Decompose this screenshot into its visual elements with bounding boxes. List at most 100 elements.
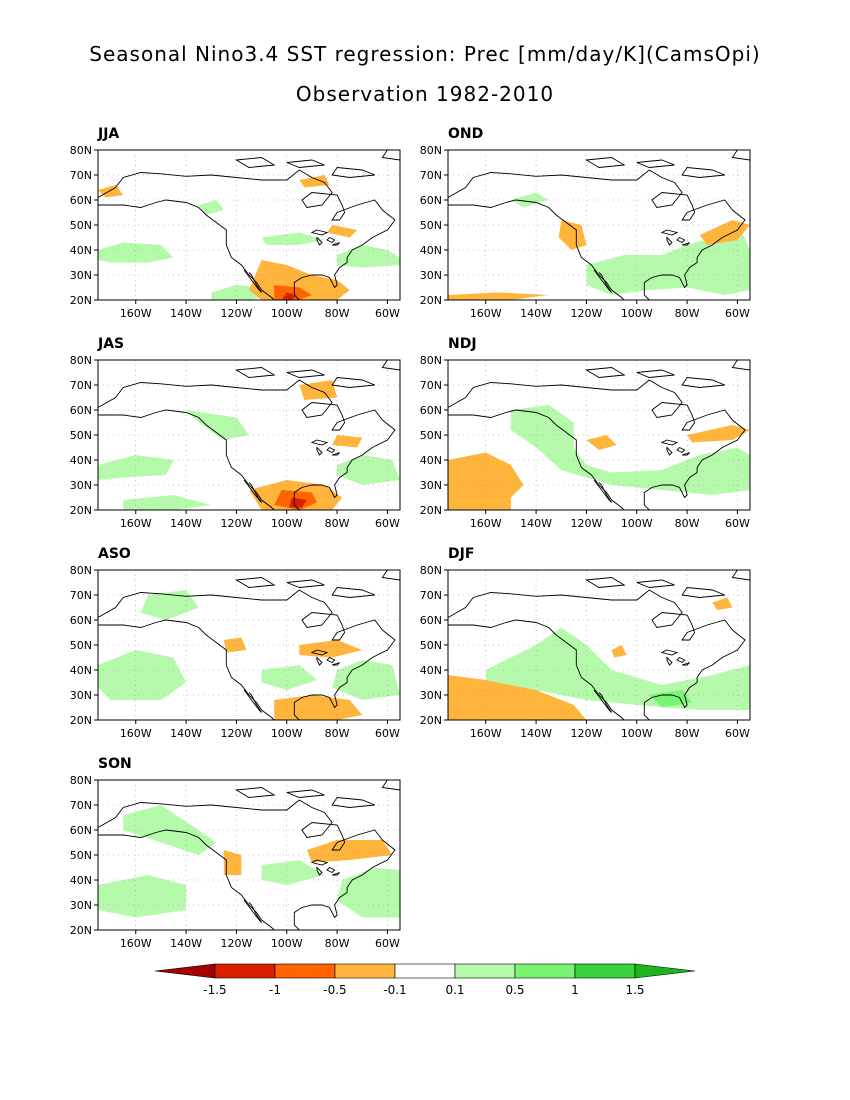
lon-label: 140W [520, 517, 552, 530]
lon-label: 80W [675, 517, 700, 530]
map-jja: 80N 70N 60N 50N 40N 30N 20N 160W 140W 120W 100W 80W… [70, 144, 401, 320]
anomaly-region [281, 292, 297, 300]
lat-label: 50N [420, 429, 442, 442]
lat-label: 20N [420, 714, 442, 727]
island-outline [584, 157, 626, 168]
map-aso: 80N 70N 60N 50N 40N 30N 20N 160W 140W 120W 100W 80W… [70, 564, 401, 740]
lat-label: 20N [420, 504, 442, 517]
coastline [448, 379, 746, 510]
map-son: 80N 70N 60N 50N 40N 30N 20N 160W 140W 120W 100W 80W… [70, 774, 401, 950]
map-field [98, 150, 400, 300]
coastline [593, 689, 612, 713]
lat-label: 30N [70, 479, 92, 492]
lon-label: 100W [271, 517, 303, 530]
panel-label: ASO [98, 546, 131, 562]
island-outline [286, 789, 325, 798]
lake-outline [331, 872, 340, 876]
island-outline [381, 780, 400, 791]
coastline [98, 409, 275, 510]
colorbar-label: 1 [571, 983, 579, 997]
lon-label: 80W [325, 517, 350, 530]
lon-label: 140W [520, 307, 552, 320]
colorbar-label: 0.5 [505, 983, 524, 997]
anomaly-region [687, 425, 750, 443]
figure-title: Seasonal Nino3.4 SST regression: Prec [m… [89, 42, 761, 66]
lat-label: 60N [70, 824, 92, 837]
coastline [593, 479, 612, 503]
colorbar-bin [574, 963, 636, 979]
island-outline [636, 579, 675, 588]
lon-label: 120W [220, 307, 252, 320]
lon-label: 120W [570, 517, 602, 530]
panel-label: JJA [98, 126, 120, 142]
lake-outline [331, 662, 340, 666]
anomaly-region [649, 690, 693, 708]
lat-label: 70N [420, 169, 442, 182]
lake-outline [660, 439, 679, 446]
lat-label: 40N [70, 664, 92, 677]
lon-label: 120W [570, 307, 602, 320]
island-outline [234, 367, 276, 378]
island-outline [681, 167, 725, 178]
map-field [448, 570, 750, 720]
lon-label: 60W [725, 517, 750, 530]
island-outline [731, 150, 750, 161]
anomaly-region [712, 597, 733, 610]
island-outline [381, 570, 400, 581]
lat-label: 70N [70, 799, 92, 812]
coastline [448, 199, 625, 300]
lat-label: 30N [420, 689, 442, 702]
lon-label: 160W [470, 727, 502, 740]
island-outline [286, 159, 325, 168]
lake-outline [310, 229, 329, 236]
lon-label: 60W [375, 937, 400, 950]
anomaly-region [261, 665, 317, 690]
lon-label: 100W [271, 937, 303, 950]
coastline [448, 169, 746, 300]
anomaly-region [98, 242, 174, 263]
lon-label: 140W [170, 307, 202, 320]
coastline [98, 199, 275, 300]
lake-outline [676, 446, 686, 454]
colorbar-bin [214, 963, 276, 979]
anomaly-region [611, 645, 627, 658]
island-outline [286, 369, 325, 378]
colorbar: -1.5 -1 -0.5 -0.1 0.1 0.5 1 1.5 [154, 963, 696, 997]
map-panel-jas: JAS 80N 70N 60N 50N 40N 30N 20N 160W 140W 120W 100… [50, 336, 410, 536]
lat-label: 80N [70, 144, 92, 157]
lat-label: 60N [70, 194, 92, 207]
lon-label: 60W [375, 727, 400, 740]
lon-label: 80W [675, 307, 700, 320]
lon-label: 140W [170, 727, 202, 740]
lon-label: 80W [675, 727, 700, 740]
lake-outline [666, 656, 673, 666]
colorbar-bin [514, 963, 576, 979]
anomaly-region [332, 435, 363, 448]
coastline [98, 829, 275, 930]
anomaly-region [289, 497, 307, 508]
coastline [98, 379, 396, 510]
island-outline [331, 587, 375, 598]
lon-label: 160W [120, 517, 152, 530]
anomaly-region [98, 455, 174, 480]
lat-label: 80N [70, 774, 92, 787]
map-field [98, 360, 400, 510]
lon-label: 100W [271, 307, 303, 320]
lon-label: 120W [220, 727, 252, 740]
coastline [243, 479, 262, 503]
lat-label: 40N [70, 874, 92, 887]
lake-outline [310, 859, 329, 866]
anomaly-region [448, 292, 549, 300]
lat-label: 60N [70, 614, 92, 627]
anomaly-region [123, 495, 212, 510]
lon-label: 80W [325, 727, 350, 740]
coastline [448, 619, 625, 720]
map-field [448, 150, 750, 300]
anomaly-region [327, 225, 358, 238]
lake-outline [676, 236, 686, 244]
lon-label: 100W [271, 727, 303, 740]
lat-label: 20N [70, 504, 92, 517]
map-panel-djf: DJF 80N 70N 60N 50N 40N 30N 20N 160W 140W 120W 100… [400, 546, 760, 746]
lon-label: 120W [570, 727, 602, 740]
lake-outline [681, 662, 690, 666]
